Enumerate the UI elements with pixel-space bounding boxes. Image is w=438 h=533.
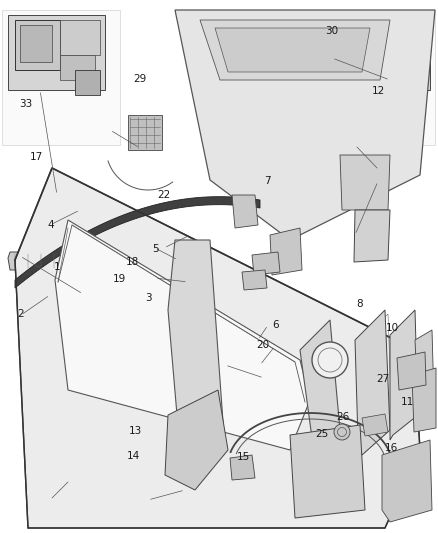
Polygon shape [362, 242, 375, 258]
Text: 17: 17 [30, 152, 43, 161]
Text: 19: 19 [113, 274, 126, 284]
Polygon shape [175, 10, 435, 240]
Polygon shape [20, 25, 52, 62]
Polygon shape [273, 235, 299, 272]
Polygon shape [8, 252, 112, 270]
Text: 27: 27 [377, 375, 390, 384]
Polygon shape [340, 155, 390, 210]
Polygon shape [60, 20, 100, 55]
Text: 6: 6 [272, 320, 279, 330]
Polygon shape [8, 15, 105, 90]
Text: 10: 10 [385, 323, 399, 333]
Polygon shape [165, 390, 228, 490]
Polygon shape [412, 368, 436, 432]
Text: 18: 18 [126, 257, 139, 267]
Polygon shape [242, 270, 267, 290]
Polygon shape [200, 20, 390, 80]
Text: 25: 25 [315, 430, 328, 439]
Text: 12: 12 [372, 86, 385, 95]
Polygon shape [128, 115, 162, 150]
Polygon shape [290, 425, 365, 518]
Polygon shape [2, 10, 120, 145]
Polygon shape [354, 210, 390, 262]
Polygon shape [15, 197, 260, 288]
Polygon shape [232, 195, 258, 228]
Polygon shape [60, 55, 95, 80]
Text: 30: 30 [325, 26, 339, 36]
Polygon shape [322, 26, 372, 62]
Text: 13: 13 [129, 426, 142, 435]
Text: 33: 33 [19, 99, 32, 109]
Circle shape [334, 424, 350, 440]
Polygon shape [382, 440, 432, 522]
Text: 29: 29 [134, 74, 147, 84]
Text: 1: 1 [53, 262, 60, 271]
Polygon shape [380, 55, 420, 80]
Polygon shape [305, 10, 435, 145]
Circle shape [312, 342, 348, 378]
Text: 7: 7 [264, 176, 271, 186]
Polygon shape [397, 352, 426, 390]
Polygon shape [362, 414, 388, 436]
Polygon shape [215, 28, 370, 72]
Polygon shape [55, 220, 310, 450]
Polygon shape [75, 70, 100, 95]
Polygon shape [380, 20, 425, 55]
Polygon shape [15, 168, 420, 528]
Polygon shape [415, 330, 434, 408]
Polygon shape [15, 20, 60, 70]
Text: 4: 4 [47, 220, 54, 230]
Text: 22: 22 [158, 190, 171, 199]
Polygon shape [355, 310, 390, 455]
Polygon shape [316, 20, 380, 70]
Polygon shape [310, 15, 430, 90]
Polygon shape [270, 228, 302, 275]
Polygon shape [300, 320, 340, 460]
Polygon shape [362, 218, 375, 238]
Text: 5: 5 [152, 245, 159, 254]
Text: 2: 2 [18, 310, 25, 319]
Polygon shape [230, 455, 255, 480]
Text: 8: 8 [356, 299, 363, 309]
Text: 20: 20 [256, 341, 269, 350]
Text: 14: 14 [127, 451, 140, 461]
Polygon shape [390, 310, 418, 440]
Polygon shape [236, 200, 254, 222]
Polygon shape [295, 432, 360, 512]
Polygon shape [252, 252, 280, 275]
Text: 15: 15 [237, 453, 250, 462]
Text: 3: 3 [145, 294, 152, 303]
Text: 26: 26 [336, 412, 350, 422]
Text: 16: 16 [385, 443, 398, 453]
Text: 11: 11 [401, 398, 414, 407]
Polygon shape [168, 240, 225, 470]
